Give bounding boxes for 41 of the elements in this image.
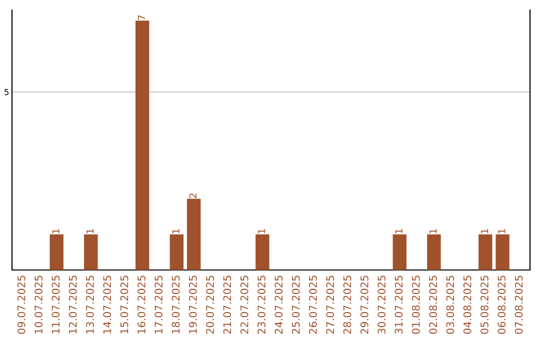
data-label: 1 xyxy=(52,229,60,234)
y-tick-label: 5 xyxy=(4,89,8,96)
data-label: 2 xyxy=(189,194,196,198)
x-tick-label: 31.07.2025 xyxy=(394,276,403,334)
x-tick-label: 17.07.2025 xyxy=(154,276,163,334)
x-tick-label: 02.08.2025 xyxy=(429,276,437,334)
data-label: 1 xyxy=(498,229,506,234)
x-tick-label: 28.07.2025 xyxy=(343,276,352,334)
x-tick-label: 16.07.2025 xyxy=(138,276,146,334)
x-tick-label: 20.07.2025 xyxy=(206,276,214,334)
data-label: 1 xyxy=(172,229,180,234)
x-tick-label: 09.07.2025 xyxy=(17,276,26,334)
data-label: 1 xyxy=(258,229,266,234)
x-tick-label: 26.07.2025 xyxy=(309,276,317,334)
x-tick-label: 23.07.2025 xyxy=(258,276,266,334)
x-tick-label: 19.07.2025 xyxy=(188,276,197,334)
x-tick-label: 27.07.2025 xyxy=(326,276,334,334)
x-tick-label: 22.07.2025 xyxy=(240,276,248,334)
x-tick-label: 12.07.2025 xyxy=(68,276,77,334)
x-tick-label: 04.08.2025 xyxy=(463,276,472,334)
x-tick-label: 13.07.2025 xyxy=(86,276,94,334)
x-tick-label: 30.07.2025 xyxy=(378,276,386,334)
data-label: 1 xyxy=(86,229,94,234)
x-tick-label: 06.08.2025 xyxy=(498,276,506,334)
x-tick-label: 15.07.2025 xyxy=(120,276,128,334)
x-tick-label: 10.07.2025 xyxy=(34,276,42,334)
x-tick-label: 24.07.2025 xyxy=(274,276,283,334)
data-label: 7 xyxy=(138,15,146,20)
data-label: 1 xyxy=(481,229,488,234)
x-tick-label: 11.07.2025 xyxy=(52,276,60,334)
x-tick-label: 18.07.2025 xyxy=(172,276,180,334)
x-tick-label: 03.08.2025 xyxy=(446,276,454,334)
x-tick-label: 29.07.2025 xyxy=(360,276,368,334)
data-label: 1 xyxy=(395,229,402,234)
x-tick-label: 05.08.2025 xyxy=(480,276,488,334)
x-tick-label: 21.07.2025 xyxy=(223,276,232,334)
data-label: 1 xyxy=(430,229,437,234)
x-tick-label: 01.08.2025 xyxy=(412,276,420,334)
x-tick-label: 14.07.2025 xyxy=(103,276,112,334)
x-tick-label: 07.08.2025 xyxy=(514,276,523,334)
x-tick-label: 25.07.2025 xyxy=(292,276,300,334)
